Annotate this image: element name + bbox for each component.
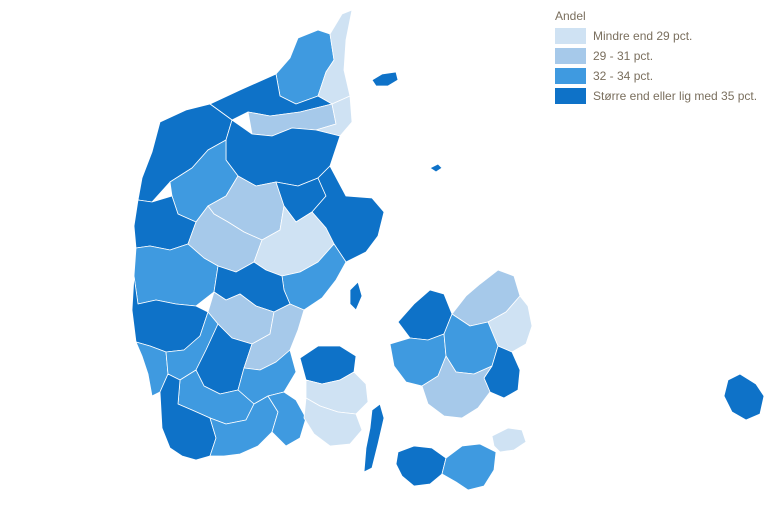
legend-title: Andel — [555, 9, 586, 23]
region-bornholm[interactable] — [723, 373, 765, 421]
legend-swatch-2 — [555, 68, 586, 84]
legend-label-3: Større end eller lig med 35 pct. — [593, 89, 758, 103]
region-odsherred[interactable] — [397, 289, 453, 341]
region-mon[interactable] — [491, 427, 527, 453]
region-anholt[interactable] — [429, 163, 443, 173]
region-laeso[interactable] — [371, 71, 399, 87]
map-legend: Andel Mindre end 29 pct. 29 - 31 pct. 32… — [555, 9, 757, 106]
legend-label-1: 29 - 31 pct. — [593, 49, 654, 63]
legend-swatch-3 — [555, 88, 586, 104]
region-falster[interactable] — [441, 443, 497, 491]
legend-item-2: 32 - 34 pct. — [555, 66, 757, 86]
region-sonderborg[interactable] — [267, 391, 307, 447]
legend-label-2: 32 - 34 pct. — [593, 69, 654, 83]
legend-label-0: Mindre end 29 pct. — [593, 29, 693, 43]
region-fyn-south[interactable] — [303, 397, 363, 447]
region-langeland[interactable] — [363, 403, 385, 473]
region-samso[interactable] — [349, 281, 363, 311]
legend-item-1: 29 - 31 pct. — [555, 46, 757, 66]
region-naestved[interactable] — [421, 355, 493, 419]
legend-item-3: Større end eller lig med 35 pct. — [555, 86, 757, 106]
region-vendsyssel-west[interactable] — [209, 73, 333, 121]
legend-swatch-0 — [555, 28, 586, 44]
legend-item-0: Mindre end 29 pct. — [555, 26, 757, 46]
region-lolland[interactable] — [395, 445, 447, 487]
legend-swatch-1 — [555, 48, 586, 64]
